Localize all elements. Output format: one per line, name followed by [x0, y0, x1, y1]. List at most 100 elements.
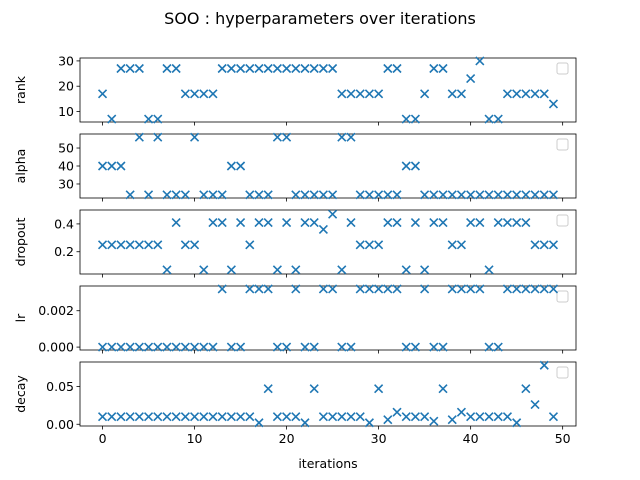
data-point-alpha	[318, 190, 328, 200]
data-point-lr	[116, 342, 126, 352]
data-point-lr	[493, 342, 503, 352]
data-point-rank	[236, 63, 246, 74]
data-point-rank	[125, 63, 135, 74]
data-point-dropout	[364, 240, 374, 250]
data-point-rank	[364, 89, 374, 99]
data-point-alpha	[107, 161, 117, 171]
data-point-lr	[475, 284, 485, 294]
data-point-decay	[318, 412, 328, 422]
data-point-decay	[539, 360, 549, 370]
data-point-dropout	[97, 240, 108, 250]
data-point-lr	[374, 284, 384, 294]
data-point-alpha	[162, 190, 172, 200]
data-point-rank	[190, 89, 200, 99]
legend-box-lr	[556, 290, 569, 303]
data-point-alpha	[447, 190, 457, 200]
data-point-lr	[153, 342, 163, 352]
subplot-decay: 0.00 0.05 0 10 20 30 40 50 decay iterations	[13, 360, 577, 471]
ytick-label-lr: 0.002	[38, 303, 74, 318]
data-point-rank	[512, 89, 522, 99]
data-point-alpha	[466, 190, 476, 200]
data-point-lr	[392, 284, 402, 294]
data-point-dropout	[217, 217, 227, 228]
data-point-lr	[401, 342, 411, 352]
data-point-dropout	[521, 217, 531, 228]
data-point-lr	[208, 342, 218, 352]
data-point-alpha	[309, 190, 319, 200]
ylabel-decay: decay	[13, 375, 28, 413]
ytick-label-alpha: 50	[58, 141, 74, 156]
data-point-alpha	[180, 190, 190, 200]
axes-frame-decay	[79, 361, 577, 427]
ytick-label-lr: 0.000	[38, 340, 74, 355]
data-point-lr	[300, 342, 310, 352]
data-point-alpha	[438, 190, 448, 200]
data-point-decay	[438, 384, 448, 394]
data-point-rank	[337, 89, 347, 99]
data-point-lr	[97, 342, 108, 352]
data-point-rank	[116, 63, 126, 74]
data-point-decay	[548, 412, 559, 422]
ytick-label-alpha: 40	[58, 159, 74, 174]
subplot-alpha: 30 40 50 alpha	[13, 132, 577, 202]
data-point-decay	[291, 412, 301, 422]
data-point-lr	[254, 284, 264, 294]
data-point-rank	[217, 63, 227, 74]
data-point-rank	[162, 63, 172, 74]
data-point-rank	[429, 63, 439, 74]
data-point-lr	[521, 284, 531, 294]
data-point-alpha	[300, 190, 310, 200]
data-point-decay	[392, 407, 402, 417]
data-point-decay	[190, 412, 200, 422]
data-point-dropout	[236, 217, 246, 228]
data-point-decay	[512, 418, 522, 428]
data-point-rank	[318, 63, 328, 74]
data-point-decay	[401, 412, 411, 422]
data-point-rank	[374, 89, 384, 99]
data-point-rank	[208, 89, 218, 99]
data-point-decay	[245, 412, 255, 422]
data-point-lr	[199, 342, 209, 352]
ytick-label-decay: 0.05	[46, 379, 74, 394]
data-point-rank	[447, 89, 457, 99]
data-point-decay	[97, 412, 108, 422]
data-point-rank	[420, 89, 430, 99]
data-point-dropout	[162, 265, 172, 275]
data-point-dropout	[466, 217, 476, 228]
data-point-lr	[447, 284, 457, 294]
data-point-dropout	[539, 240, 549, 250]
data-point-alpha	[548, 190, 559, 200]
data-point-lr	[263, 284, 273, 294]
legend-box-alpha	[556, 138, 569, 151]
data-point-rank	[134, 63, 144, 74]
data-point-dropout	[401, 265, 411, 275]
data-point-dropout	[300, 217, 310, 228]
data-point-dropout	[143, 240, 154, 250]
data-point-lr	[309, 342, 319, 352]
data-point-decay	[383, 415, 393, 425]
data-point-alpha	[190, 132, 200, 142]
data-point-lr	[410, 342, 420, 352]
data-point-rank	[484, 114, 494, 124]
data-point-lr	[438, 342, 448, 352]
figure-title: SOO : hyperparameters over iterations	[164, 9, 476, 28]
data-point-alpha	[226, 161, 236, 171]
data-point-lr	[226, 342, 236, 352]
data-point-decay	[447, 415, 457, 425]
data-point-dropout	[383, 217, 393, 228]
data-point-decay	[180, 412, 190, 422]
data-point-decay	[171, 412, 181, 422]
data-point-dropout	[107, 240, 117, 250]
data-point-decay	[410, 412, 420, 422]
data-point-dropout	[245, 240, 255, 250]
data-point-decay	[420, 412, 430, 422]
data-point-decay	[466, 412, 476, 422]
data-point-lr	[346, 342, 356, 352]
data-point-dropout	[226, 265, 236, 275]
data-point-decay	[328, 412, 338, 422]
data-point-alpha	[236, 161, 246, 171]
data-point-lr	[291, 284, 301, 294]
data-point-dropout	[180, 240, 190, 250]
data-point-dropout	[484, 265, 494, 275]
data-point-alpha	[134, 132, 144, 142]
